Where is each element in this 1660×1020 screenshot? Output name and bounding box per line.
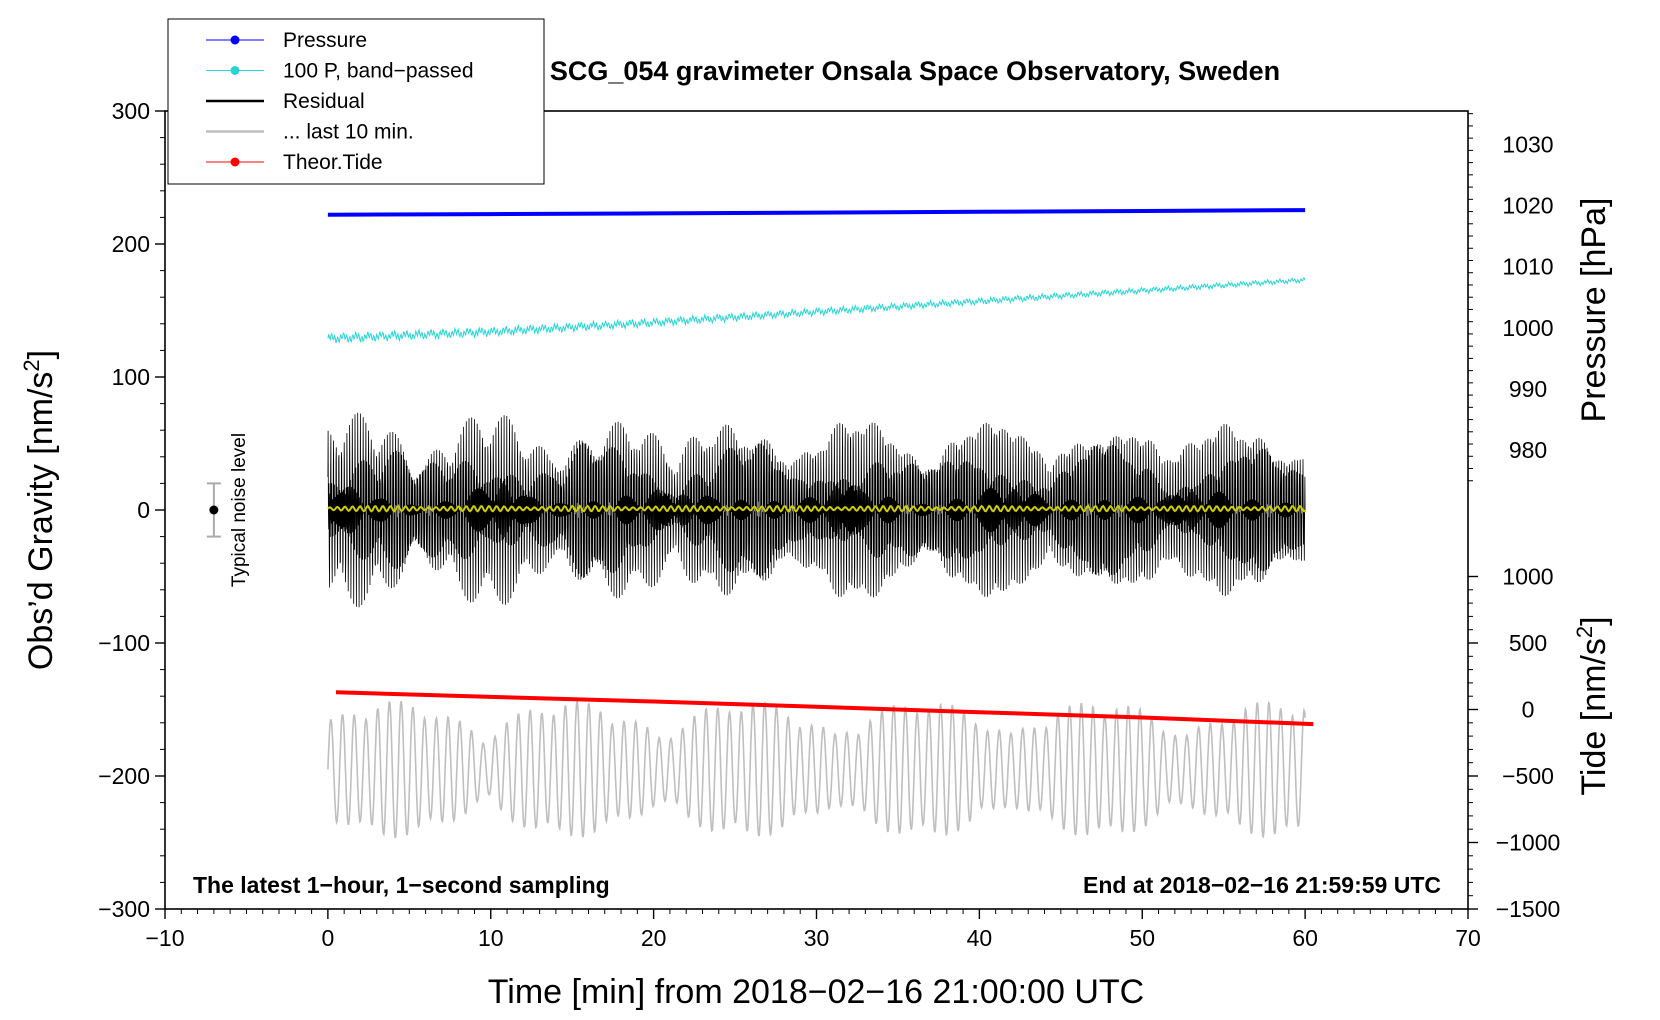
y-tick-label: −100 [98, 630, 150, 656]
legend: Pressure 100 P, band−passed Residual ... la… [167, 18, 545, 185]
legend-entry-label: 100 P, band−passed [283, 60, 474, 83]
tide-tick-label: −1000 [1496, 830, 1561, 856]
series-filtered-residual-line [327, 504, 1306, 513]
tide-tick-label: −1500 [1496, 896, 1561, 922]
axes-layer: −10 0 10 20 30 40 50 60 70−300−200−1000100200300… [98, 98, 1560, 951]
y-tick-label: −300 [98, 896, 150, 922]
tide-tick-label: 0 [1522, 697, 1535, 723]
legend-entry-label: Residual [283, 90, 365, 113]
x-tick-label: 40 [967, 925, 993, 951]
y-axis-label: Obs’d Gravity [nm/s2] [19, 350, 60, 670]
x-tick-label: 70 [1455, 925, 1481, 951]
noise-center-marker [209, 505, 219, 515]
y-tick-label: −200 [98, 763, 150, 789]
pressure-tick-label: 1010 [1502, 254, 1553, 280]
tide-tick-label: −500 [1502, 763, 1554, 789]
series-pressure-line [327, 208, 1306, 217]
legend-entry-label: Theor.Tide [283, 151, 383, 174]
y-tick-label: 0 [137, 497, 150, 523]
legend-entries: Pressure 100 P, band−passed Residual ... la… [206, 29, 474, 174]
series-layer [327, 208, 1314, 839]
x-tick-label: 50 [1129, 925, 1155, 951]
x-tick-label: 0 [321, 925, 334, 951]
tide-axis-label-sup: 2 [1572, 626, 1597, 638]
y-tick-label: 300 [112, 98, 150, 124]
pressure-tick-label: 1020 [1502, 192, 1553, 218]
series-theor-tide-line [335, 690, 1314, 727]
tide-axis-label-end: ] [1575, 616, 1613, 625]
x-tick-label: 10 [478, 925, 504, 951]
x-tick-label: 20 [641, 925, 667, 951]
legend-entry-label: ... last 10 min. [283, 121, 414, 144]
pressure-tick-label: 980 [1509, 437, 1547, 463]
legend-marker [230, 157, 240, 167]
series-residual-line [327, 412, 1306, 608]
pressure-axis-label: Pressure [hPa] [1575, 198, 1613, 423]
series-band-passed-line [327, 277, 1306, 344]
legend-entry-label: Pressure [283, 29, 367, 52]
series-last-10-min-line [327, 700, 1306, 839]
y-tick-label: 100 [112, 364, 150, 390]
y-tick-label: 200 [112, 231, 150, 257]
y-axis-label-end: ] [22, 350, 60, 359]
y-axis-label-main: Obs’d Gravity [nm/s [22, 372, 60, 671]
x-tick-label: 30 [804, 925, 830, 951]
sampling-annotation: The latest 1−hour, 1−second sampling [193, 872, 610, 898]
noise-level-label: Typical noise level [229, 433, 250, 587]
pressure-tick-label: 1030 [1502, 131, 1553, 157]
x-tick-label: −10 [145, 925, 184, 951]
chart-title: SCG_054 gravimeter Onsala Space Observat… [550, 56, 1280, 86]
y-axis-label-sup: 2 [19, 359, 44, 371]
tide-tick-label: 500 [1509, 630, 1547, 656]
end-time-annotation: End at 2018−02−16 21:59:59 UTC [1083, 872, 1441, 898]
x-axis-label: Time [min] from 2018−02−16 21:00:00 UTC [488, 973, 1144, 1011]
tide-axis-label-main: Tide [nm/s [1575, 638, 1613, 795]
legend-marker [230, 66, 240, 75]
pressure-tick-label: 1000 [1502, 315, 1553, 341]
tide-tick-label: 1000 [1502, 564, 1553, 590]
tide-axis-label: Tide [nm/s2] [1572, 616, 1613, 795]
x-tick-label: 60 [1292, 925, 1318, 951]
pressure-tick-label: 990 [1509, 376, 1547, 402]
legend-marker [230, 35, 240, 45]
